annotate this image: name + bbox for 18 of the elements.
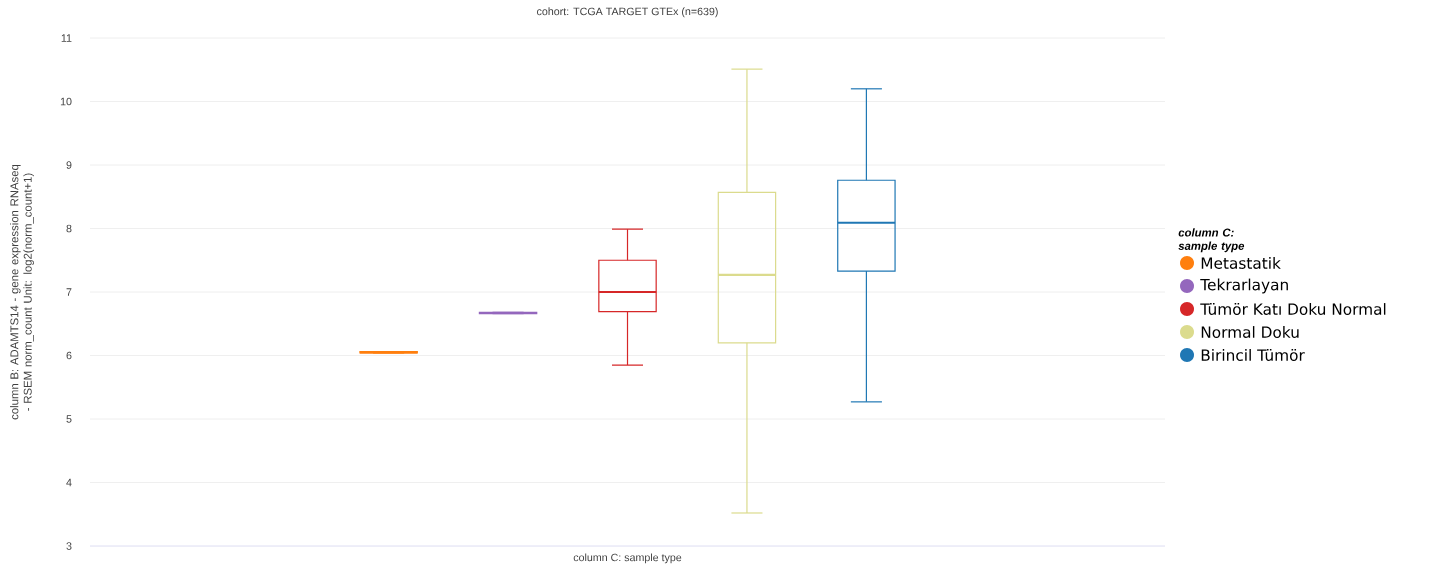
y-tick-label: 4 (66, 478, 72, 487)
y-tick-label: 3 (66, 542, 72, 550)
y-tick-label: 6 (66, 351, 72, 360)
y-tick-label: 10 (60, 97, 72, 106)
y-tick-label: 5 (66, 415, 72, 423)
y-tick-label: 8 (66, 224, 72, 233)
y-axis-title: column B: ADAMTS14 - gene expression RNAseq - RSEM norm_count Unit: log2(norm_count+1) (10, 164, 34, 420)
legend-title: column C: sample type (1178, 228, 1245, 253)
legend-label: Birincil Tümör (1201, 349, 1305, 361)
y-tick-label: 11 (61, 34, 72, 42)
chart-title: cohort: TCGA TARGET GTEx (n=639) (537, 7, 718, 18)
legend-label: Normal Doku (1201, 326, 1299, 338)
y-tick-label: 7 (66, 288, 72, 296)
legend-label: Metastatik (1201, 257, 1281, 269)
y-tick-label: 9 (66, 161, 72, 169)
legend-label: Tümör Katı Doku Normal (1200, 303, 1386, 315)
legend-label: Tekrarlayan (1200, 278, 1288, 294)
x-axis-title: column C: sample type (573, 553, 682, 564)
